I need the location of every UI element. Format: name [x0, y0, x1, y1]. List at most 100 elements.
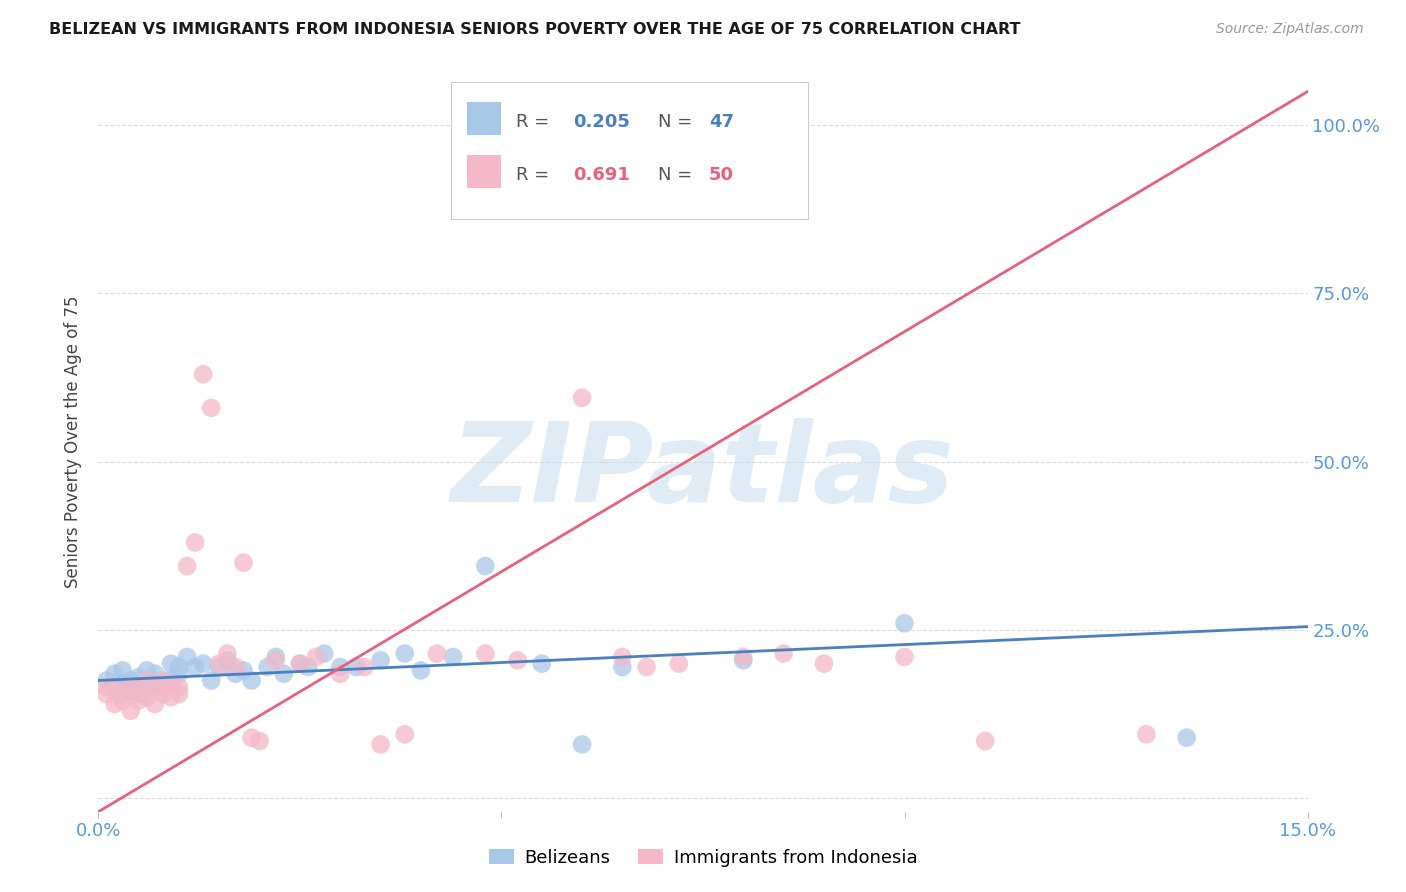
- Point: [111, 664, 134, 678]
- Point: [217, 647, 239, 661]
- Point: [208, 660, 231, 674]
- Point: [344, 660, 367, 674]
- Point: [96, 680, 118, 694]
- Point: [96, 687, 118, 701]
- Point: [184, 660, 207, 674]
- Point: [893, 616, 915, 631]
- Point: [733, 649, 755, 664]
- Point: [184, 535, 207, 549]
- Point: [96, 673, 118, 688]
- Text: Source: ZipAtlas.com: Source: ZipAtlas.com: [1216, 22, 1364, 37]
- Point: [636, 660, 658, 674]
- Point: [103, 680, 125, 694]
- Point: [200, 401, 222, 415]
- Point: [160, 690, 183, 705]
- Point: [506, 653, 529, 667]
- Point: [160, 677, 183, 691]
- Point: [893, 649, 915, 664]
- FancyBboxPatch shape: [467, 155, 501, 188]
- Text: ZIPatlas: ZIPatlas: [451, 417, 955, 524]
- Point: [143, 677, 166, 691]
- Text: R =: R =: [516, 166, 548, 184]
- Point: [111, 687, 134, 701]
- Point: [160, 657, 183, 671]
- Point: [297, 660, 319, 674]
- Point: [256, 660, 278, 674]
- Point: [240, 673, 263, 688]
- Point: [135, 680, 157, 694]
- Point: [111, 677, 134, 691]
- Point: [813, 657, 835, 671]
- Point: [288, 657, 311, 671]
- Point: [249, 734, 271, 748]
- Point: [370, 653, 392, 667]
- Y-axis label: Seniors Poverty Over the Age of 75: Seniors Poverty Over the Age of 75: [65, 295, 83, 588]
- Point: [394, 647, 416, 661]
- Point: [143, 666, 166, 681]
- Point: [329, 660, 352, 674]
- Point: [530, 657, 553, 671]
- Point: [571, 738, 593, 752]
- Point: [288, 657, 311, 671]
- Point: [353, 660, 375, 674]
- Point: [264, 649, 287, 664]
- Point: [152, 687, 174, 701]
- Point: [152, 673, 174, 688]
- Point: [128, 694, 150, 708]
- Point: [120, 683, 142, 698]
- Point: [167, 666, 190, 681]
- Point: [394, 727, 416, 741]
- Point: [200, 673, 222, 688]
- Point: [167, 680, 190, 694]
- Point: [273, 666, 295, 681]
- Point: [370, 738, 392, 752]
- Point: [120, 673, 142, 688]
- Point: [143, 697, 166, 711]
- Text: 47: 47: [709, 113, 734, 131]
- Point: [612, 649, 634, 664]
- Text: R =: R =: [516, 113, 548, 131]
- Point: [135, 673, 157, 688]
- Point: [571, 391, 593, 405]
- Point: [314, 647, 336, 661]
- Point: [733, 653, 755, 667]
- Point: [612, 660, 634, 674]
- Point: [1135, 727, 1157, 741]
- Point: [224, 660, 246, 674]
- Point: [167, 660, 190, 674]
- Text: N =: N =: [658, 166, 693, 184]
- Point: [167, 687, 190, 701]
- Point: [232, 556, 254, 570]
- Text: N =: N =: [658, 113, 693, 131]
- Point: [103, 666, 125, 681]
- Point: [224, 666, 246, 681]
- Point: [668, 657, 690, 671]
- Point: [120, 680, 142, 694]
- Point: [264, 653, 287, 667]
- Text: 0.205: 0.205: [574, 113, 630, 131]
- Point: [426, 647, 449, 661]
- Point: [441, 649, 464, 664]
- Point: [1175, 731, 1198, 745]
- Point: [111, 694, 134, 708]
- Point: [135, 664, 157, 678]
- Point: [128, 687, 150, 701]
- Point: [152, 673, 174, 688]
- Point: [772, 647, 794, 661]
- Point: [329, 666, 352, 681]
- Legend: Belizeans, Immigrants from Indonesia: Belizeans, Immigrants from Indonesia: [481, 842, 925, 874]
- Point: [103, 683, 125, 698]
- Point: [193, 368, 215, 382]
- Point: [240, 731, 263, 745]
- Point: [474, 559, 496, 574]
- Point: [193, 657, 215, 671]
- Point: [474, 647, 496, 661]
- Point: [135, 690, 157, 705]
- Point: [103, 697, 125, 711]
- Point: [208, 657, 231, 671]
- FancyBboxPatch shape: [467, 102, 501, 136]
- Point: [120, 704, 142, 718]
- Point: [305, 649, 328, 664]
- Point: [152, 680, 174, 694]
- Point: [176, 649, 198, 664]
